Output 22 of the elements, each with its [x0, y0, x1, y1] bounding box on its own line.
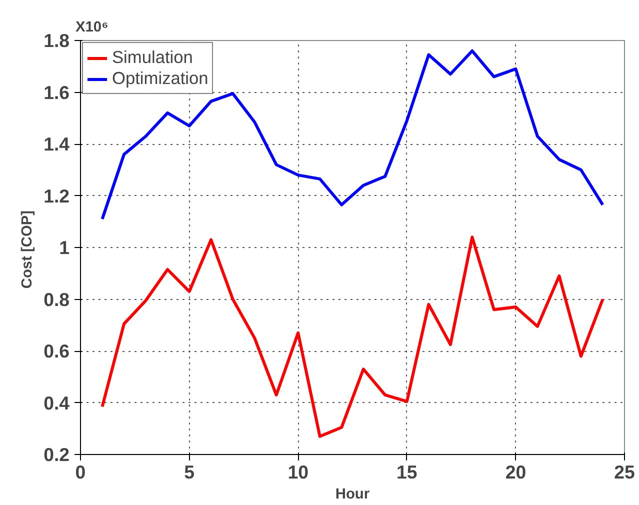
- y-tick-label: 0.2: [44, 444, 70, 465]
- x-tick-label: 15: [396, 462, 418, 482]
- legend-label: Simulation: [112, 47, 193, 68]
- y-tick-label: 1.6: [44, 82, 70, 103]
- y-tick-label: 1.4: [44, 134, 70, 154]
- x-tick-label: 0: [75, 462, 86, 482]
- line-series: [100, 236, 604, 438]
- legend-label: Optimization: [112, 68, 208, 89]
- y-tick-label: 1.2: [44, 185, 70, 206]
- y-axis-title: Cost [COP]: [20, 210, 36, 289]
- x-axis-title: Hour: [335, 486, 370, 502]
- x-tick-label: 20: [505, 462, 526, 482]
- y-tick-label: 0.8: [44, 288, 70, 310]
- y-tick-label: 0.6: [44, 340, 70, 362]
- y-tick-label: 0.4: [44, 392, 70, 414]
- y-tick-label: 1.8: [44, 30, 70, 51]
- line-series: [100, 49, 604, 221]
- x-tick-label: 25: [614, 462, 635, 482]
- y-tick-label: 1: [59, 237, 70, 258]
- x-tick-label: 5: [184, 462, 195, 482]
- text: X10⁶: [76, 20, 108, 36]
- x-tick-label: 10: [288, 462, 308, 482]
